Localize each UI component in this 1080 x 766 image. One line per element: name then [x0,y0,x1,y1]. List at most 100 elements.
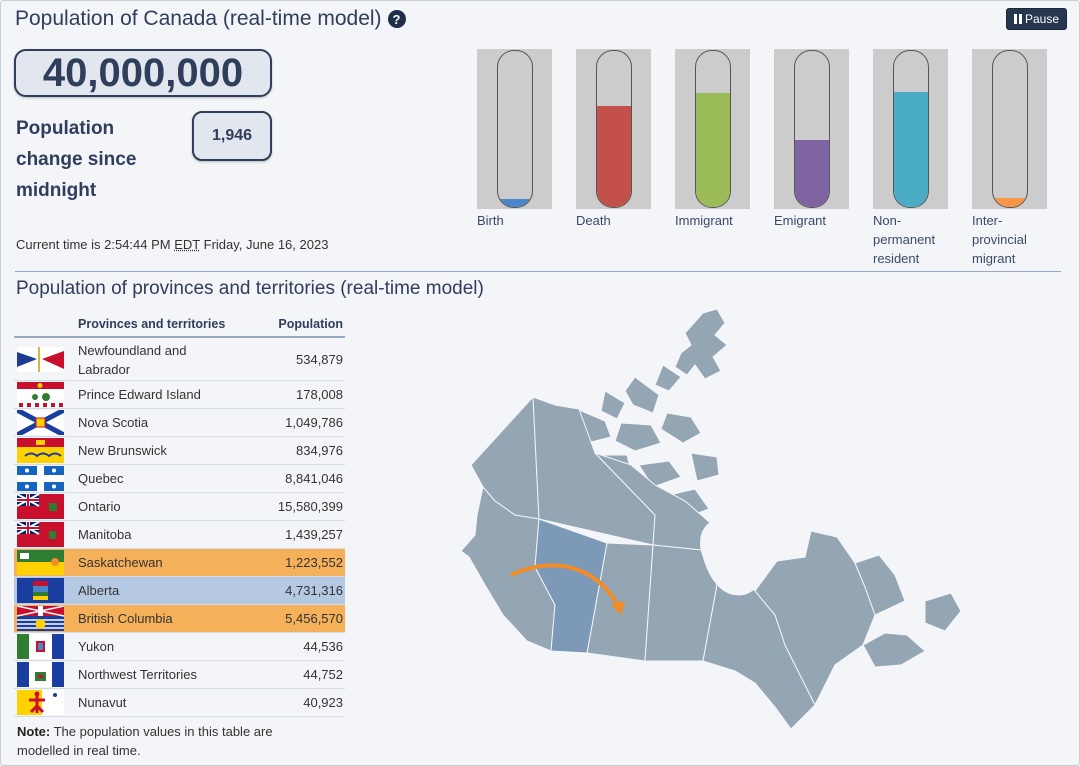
tube-fill [597,105,631,207]
table-row-ontario[interactable]: Ontario 15,580,399 [14,493,345,521]
table-row-new-brunswick[interactable]: New Brunswick 834,976 [14,437,345,465]
table-row-yukon[interactable]: Yukon 44,536 [14,633,345,661]
table-row-alberta[interactable]: Alberta 4,731,316 [14,577,345,605]
population-counter: 40,000,000 [14,49,272,97]
province-population: 8,841,046 [285,471,343,486]
map-british-columbia [460,485,556,652]
tube-non-permanent-resident: Non-permanent resident [873,49,948,266]
tube-fill [498,199,532,207]
pause-button[interactable]: Pause [1005,8,1067,30]
table-row-northwest-territories[interactable]: Northwest Territories 44,752 [14,661,345,689]
current-time: Current time is 2:54:44 PM EDT Friday, J… [16,237,328,252]
table-row-saskatchewan[interactable]: Saskatchewan 1,223,552 [14,549,345,577]
province-name: Yukon [78,639,115,654]
nu-flag-icon [17,690,64,715]
pause-button-label: Pause [1024,12,1059,26]
mb-flag-icon [17,522,64,547]
province-name: Northwest Territories [78,667,197,682]
table-row-nova-scotia[interactable]: Nova Scotia 1,049,786 [14,409,345,437]
province-name: Nova Scotia [78,415,149,430]
table-header: Provinces and territories Population [14,313,345,338]
population-change-counter: 1,946 [192,111,272,161]
tube-label: Inter-provincial migrant [972,213,1027,266]
tube-label: Emigrant [774,213,827,228]
provinces-table: Provinces and territories Population New… [14,313,345,717]
help-icon[interactable]: ? [387,10,406,28]
province-name: New Brunswick [78,443,167,458]
table-row-manitoba[interactable]: Manitoba 1,439,257 [14,521,345,549]
province-name: Newfoundland and Labrador [78,343,187,377]
province-name: Manitoba [78,527,132,542]
tube-death: Death [576,49,651,228]
map-hudson-bay [700,516,763,596]
nl-flag-icon [17,347,64,372]
province-population: 44,752 [303,667,343,682]
section-divider [15,271,1061,272]
map-maritimes [862,632,926,668]
migration-arrow-head [611,601,625,615]
province-population: 178,008 [296,387,343,402]
provinces-section-title: Population of provinces and territories … [16,278,484,299]
province-name: Saskatchewan [78,555,163,570]
canada-map[interactable] [455,305,975,735]
province-population: 534,879 [296,352,343,367]
tube-fill [993,197,1027,207]
nb-flag-icon [17,438,64,463]
bc-flag-icon [17,606,64,631]
tube-glass [794,50,830,208]
table-row-british-columbia[interactable]: British Columbia 5,456,570 [14,605,345,633]
ab-flag-icon [17,578,64,603]
province-population: 5,456,570 [285,611,343,626]
table-row-quebec[interactable]: Quebec 8,841,046 [14,465,345,493]
on-flag-icon [17,494,64,519]
province-population: 1,439,257 [285,527,343,542]
province-name: Ontario [78,499,121,514]
page-title: Population of Canada (real-time model) ? [15,7,406,31]
yt-flag-icon [17,634,64,659]
tube-label: Death [576,213,611,228]
tube-label: Immigrant [675,213,733,228]
table-row-newfoundland-and-labrador[interactable]: Newfoundland and Labrador 534,879 [14,338,345,381]
province-population: 15,580,399 [277,499,343,514]
tube-immigrant: Immigrant [675,49,750,228]
sk-flag-icon [17,550,64,575]
table-note: Note: The population values in this tabl… [17,722,317,760]
tube-label: Non-permanent resident [873,213,936,266]
province-name: British Columbia [78,611,173,626]
current-time-prefix: Current time is 2:54:44 PM [16,237,171,252]
province-population: 834,976 [296,443,343,458]
province-name: Quebec [78,471,124,486]
table-row-nunavut[interactable]: Nunavut 40,923 [14,689,345,717]
tube-fill [696,93,730,207]
note-text: The population values in this table are … [17,724,273,758]
province-population: 44,536 [303,639,343,654]
qc-flag-icon [17,466,64,491]
nt-flag-icon [17,662,64,687]
column-header-name: Provinces and territories [78,317,226,331]
population-change-label: Population change since midnight [16,118,137,201]
pei-flag-icon [17,382,64,407]
province-name: Prince Edward Island [78,387,201,402]
province-name: Alberta [78,583,120,598]
current-date: Friday, June 16, 2023 [203,237,329,252]
province-population: 1,049,786 [285,415,343,430]
province-population: 1,223,552 [285,555,343,570]
province-name: Nunavut [78,695,127,710]
tube-fill [894,91,928,207]
table-row-prince-edward-island[interactable]: Prince Edward Island 178,008 [14,381,345,409]
tube-glass [893,50,929,208]
timezone-abbr: EDT [174,237,201,252]
tube-glass [992,50,1028,208]
pause-icon [1013,14,1022,24]
tube-label: Birth [477,213,504,228]
tube-glass [497,50,533,208]
ns-flag-icon [17,410,64,435]
tube-glass [695,50,731,208]
column-header-population: Population [278,317,343,331]
tube-fill [795,139,829,207]
migration-arrow [510,563,621,608]
province-population: 4,731,316 [285,583,343,598]
note-label: Note: [17,724,51,739]
tube-birth: Birth [477,49,552,228]
page-title-text: Population of Canada (real-time model) [15,7,382,30]
